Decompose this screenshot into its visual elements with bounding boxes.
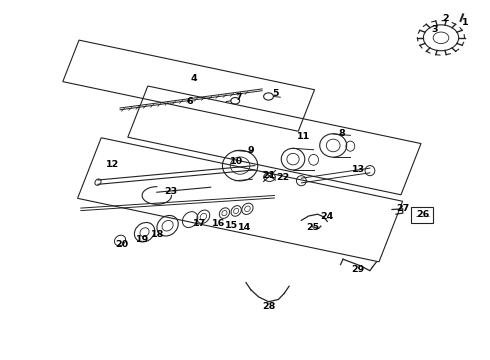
Text: 23: 23	[164, 187, 177, 196]
Text: 15: 15	[225, 220, 238, 230]
Text: 27: 27	[396, 204, 410, 213]
Text: 22: 22	[276, 173, 290, 182]
Text: 19: 19	[135, 235, 149, 244]
Text: 20: 20	[115, 240, 128, 248]
Text: 18: 18	[151, 230, 165, 239]
Text: 4: 4	[190, 74, 197, 83]
Text: 17: 17	[193, 220, 207, 229]
Text: 26: 26	[416, 210, 429, 219]
Text: 2: 2	[442, 14, 449, 23]
Text: 8: 8	[339, 129, 345, 138]
Text: 7: 7	[236, 94, 243, 103]
Text: 11: 11	[297, 132, 311, 141]
Text: 9: 9	[247, 146, 254, 155]
Text: 1: 1	[462, 18, 469, 27]
Text: 3: 3	[432, 25, 439, 34]
Text: 14: 14	[238, 223, 252, 232]
FancyBboxPatch shape	[411, 207, 433, 223]
Text: 28: 28	[262, 302, 275, 311]
Text: 13: 13	[352, 165, 365, 174]
Text: 5: 5	[272, 89, 279, 98]
Text: 12: 12	[106, 161, 120, 170]
Text: 24: 24	[320, 212, 334, 220]
Text: 29: 29	[351, 265, 365, 274]
Text: 25: 25	[306, 223, 319, 232]
Text: 16: 16	[211, 219, 225, 228]
Text: 6: 6	[187, 97, 194, 106]
Text: 21: 21	[262, 171, 275, 180]
Text: 10: 10	[230, 157, 243, 166]
